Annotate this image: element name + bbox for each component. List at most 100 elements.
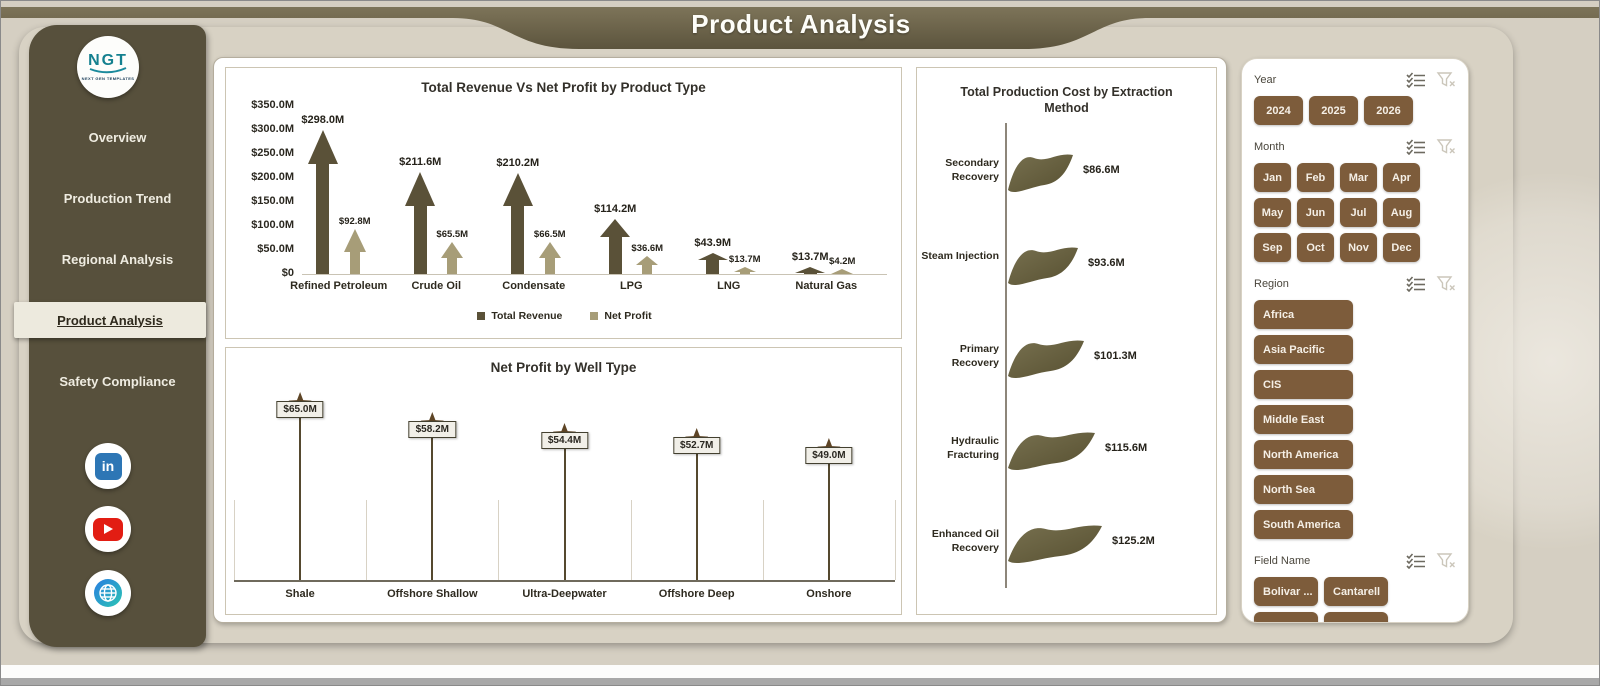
bar-net-profit[interactable] (441, 242, 464, 274)
slicer-option-sep[interactable]: Sep (1254, 233, 1291, 262)
page-title: Product Analysis (691, 9, 911, 39)
slicer-option-mar[interactable]: Mar (1340, 163, 1377, 192)
slicer-option-daqing[interactable]: Daqing (1254, 612, 1318, 622)
category-label: Crude Oil (411, 280, 462, 292)
revenue-profit-chart-title: Total Revenue Vs Net Profit by Product T… (421, 80, 706, 95)
well-type-chart-card: Net Profit by Well Type $65.0M Shale $58.2… (225, 347, 902, 615)
sidebar-item-safety-compliance[interactable]: Safety Compliance (59, 373, 176, 389)
slicer-option-oct[interactable]: Oct (1297, 233, 1334, 262)
slicer-option-jan[interactable]: Jan (1254, 163, 1291, 192)
select-all-icon[interactable] (1406, 552, 1426, 569)
y-axis-tick: $50.0M (257, 243, 294, 255)
wave-shape[interactable] (1008, 241, 1078, 287)
wave-shape[interactable] (1008, 334, 1084, 380)
pin-line (563, 433, 566, 580)
slicer-option-may[interactable]: May (1254, 198, 1291, 227)
slicer-header: Month (1254, 138, 1456, 155)
sidebar-nav: Overview Production Trend Regional Analysi… (14, 119, 206, 424)
slicer-option-feb[interactable]: Feb (1297, 163, 1334, 192)
pin-line (299, 402, 302, 580)
bar-total-revenue[interactable] (697, 253, 728, 274)
slicer-header: Year (1254, 71, 1456, 88)
slicer-option-middle-east[interactable]: Middle East (1254, 405, 1353, 434)
clear-filter-icon[interactable] (1436, 552, 1456, 569)
slicer-header: Field Name (1254, 552, 1456, 569)
youtube-button[interactable] (85, 506, 131, 552)
bar-total-revenue[interactable] (502, 173, 533, 274)
bar-net-profit[interactable] (343, 229, 366, 274)
select-all-icon[interactable] (1406, 71, 1426, 88)
category-separator (234, 500, 235, 580)
category-label: Condensate (502, 280, 566, 292)
select-all-icon[interactable] (1406, 275, 1426, 292)
slicer-option-2024[interactable]: 2024 (1254, 96, 1303, 125)
clear-filter-icon[interactable] (1436, 71, 1456, 88)
wave-shape[interactable] (1008, 426, 1095, 472)
bar-total-revenue[interactable] (600, 219, 631, 274)
slicer-option-jul[interactable]: Jul (1340, 198, 1377, 227)
category-separator (630, 500, 632, 580)
slicer-option-cantarell[interactable]: Cantarell (1324, 577, 1388, 606)
category-label: Primary Recovery (951, 343, 999, 369)
slicer-option-south-america[interactable]: South America (1254, 510, 1353, 539)
clear-filter-icon[interactable] (1436, 275, 1456, 292)
legend-label: Total Revenue (491, 310, 563, 322)
bar-net-profit[interactable] (831, 269, 854, 274)
pin-line (695, 438, 698, 580)
clear-filter-icon[interactable] (1436, 138, 1456, 155)
category-label: LNG (717, 280, 741, 292)
website-button[interactable] (85, 570, 131, 616)
linkedin-button[interactable]: in (85, 443, 131, 489)
slicer-option-ghawar[interactable]: Ghawar (1324, 612, 1388, 622)
bar-total-revenue[interactable] (307, 130, 338, 274)
slicer-option-aug[interactable]: Aug (1383, 198, 1420, 227)
data-label: $211.6M (399, 156, 442, 168)
slicer-option-jun[interactable]: Jun (1297, 198, 1334, 227)
data-label: $65.0M (276, 401, 324, 418)
y-axis-tick: $250.0M (251, 147, 294, 159)
bar-total-revenue[interactable] (405, 172, 436, 274)
bottom-taskbar-strip (1, 678, 1599, 685)
category-label: Shale (285, 588, 315, 600)
bar-net-profit[interactable] (636, 256, 659, 274)
y-axis-tick: $300.0M (251, 123, 294, 135)
slicer-option-asia-pacific[interactable]: Asia Pacific (1254, 335, 1353, 364)
globe-icon (94, 579, 122, 607)
sidebar-item-production-trend[interactable]: Production Trend (63, 190, 172, 206)
sidebar-item-regional-analysis[interactable]: Regional Analysis (61, 251, 174, 267)
logo-subtext: NEXT GEN TEMPLATES (81, 76, 135, 81)
data-label: $210.2M (496, 157, 540, 169)
slicer-option-2026[interactable]: 2026 (1364, 96, 1413, 125)
data-label: $125.2M (1112, 535, 1155, 547)
data-label: $52.7M (673, 437, 721, 454)
bar-net-profit[interactable] (733, 267, 756, 274)
data-label: $58.2M (408, 421, 456, 438)
x-axis-baseline (234, 580, 895, 582)
legend-swatch (590, 312, 599, 320)
data-label: $54.4M (540, 432, 589, 449)
slicer-option-africa[interactable]: Africa (1254, 300, 1353, 329)
slicer-option-2025[interactable]: 2025 (1309, 96, 1358, 125)
wave-shape[interactable] (1008, 519, 1102, 565)
select-all-icon[interactable] (1406, 138, 1426, 155)
bar-net-profit[interactable] (538, 242, 561, 274)
slicer-option-dec[interactable]: Dec (1383, 233, 1420, 262)
slicer-option-cis[interactable]: CIS (1254, 370, 1353, 399)
sidebar-item-overview[interactable]: Overview (88, 129, 147, 145)
slicer-options: 2024 2025 2026 (1254, 96, 1456, 125)
sidebar-item-product-analysis[interactable]: Product Analysis (14, 302, 206, 338)
wave-shape[interactable] (1008, 148, 1073, 194)
slicer-option-north-america[interactable]: North America (1254, 440, 1353, 469)
slicer-header: Region (1254, 275, 1456, 292)
category-label: Ultra-Deepwater (522, 588, 607, 600)
slicer-year: Year 2024 2025 2026 (1254, 71, 1456, 125)
bar-total-revenue[interactable] (795, 267, 826, 274)
data-label: $4.2M (829, 256, 856, 267)
slicer-option-nov[interactable]: Nov (1340, 233, 1377, 262)
extraction-cost-plot: Secondary Recovery $86.6M Steam Injection $… (917, 68, 1218, 616)
slicer-options: Africa Asia Pacific CIS Middle East North Am… (1254, 300, 1456, 539)
slicer-option-north-sea[interactable]: North Sea (1254, 475, 1353, 504)
slicer-option-apr[interactable]: Apr (1383, 163, 1420, 192)
slicer-option-bolivar-[interactable]: Bolivar ... (1254, 577, 1318, 606)
